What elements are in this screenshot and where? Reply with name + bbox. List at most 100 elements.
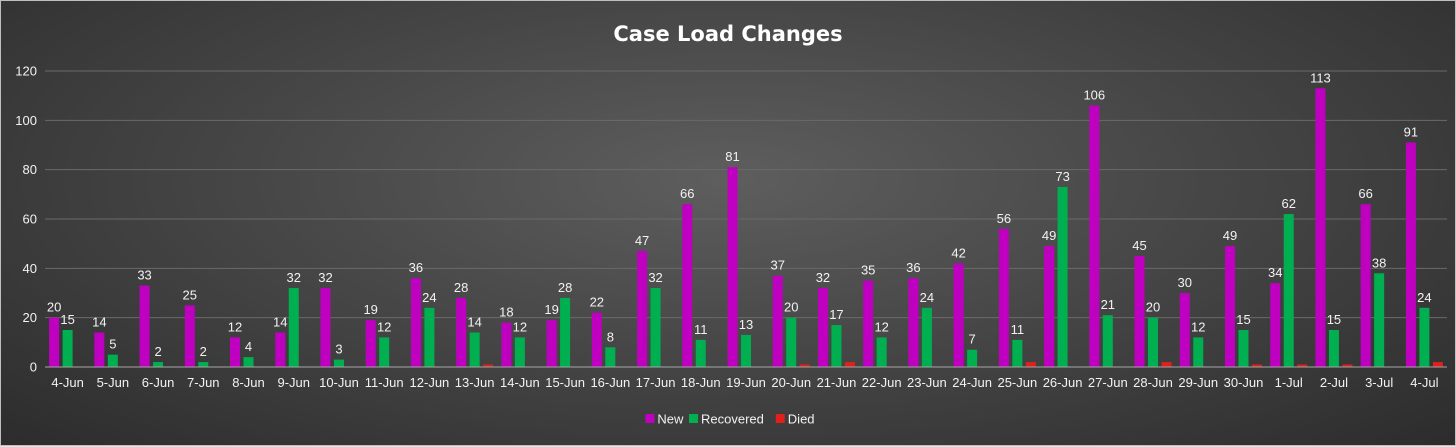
data-label-recovered-10-jun: 3 — [335, 342, 342, 357]
bar-died-30-jun — [1251, 364, 1262, 367]
data-label-new-17-jun: 47 — [635, 233, 649, 248]
data-label-recovered-22-jun: 12 — [874, 319, 888, 334]
x-tick-label: 22-Jun — [862, 375, 902, 390]
bar-recovered-29-jun — [1193, 337, 1204, 367]
x-tick-label: 2-Jul — [1320, 375, 1348, 390]
data-label-recovered-11-jun: 12 — [377, 319, 391, 334]
bar-died-28-jun — [1161, 362, 1172, 367]
data-label-new-21-jun: 32 — [816, 270, 830, 285]
data-label-recovered-26-jun: 73 — [1055, 169, 1069, 184]
bar-new-9-jun — [275, 332, 286, 367]
data-label-new-23-jun: 36 — [906, 260, 920, 275]
data-label-new-30-jun: 49 — [1223, 228, 1237, 243]
bar-new-27-jun — [1089, 105, 1100, 367]
bar-recovered-4-jun — [62, 330, 73, 367]
data-label-new-18-jun: 66 — [680, 186, 694, 201]
bar-recovered-22-jun — [876, 337, 887, 367]
x-tick-label: 4-Jun — [51, 375, 84, 390]
bar-recovered-17-jun — [650, 288, 661, 367]
bar-new-2-jul — [1315, 88, 1326, 368]
bar-died-13-jun — [483, 364, 494, 367]
bar-recovered-19-jun — [741, 334, 751, 367]
data-label-new-4-jul: 91 — [1404, 125, 1418, 140]
x-tick-label: 28-Jun — [1133, 375, 1173, 390]
bar-new-13-jun — [456, 297, 467, 367]
x-tick-label: 21-Jun — [817, 375, 857, 390]
data-label-recovered-25-jun: 11 — [1011, 322, 1025, 337]
x-tick-label: 12-Jun — [410, 375, 450, 390]
data-label-recovered-4-jun: 15 — [60, 312, 74, 327]
bar-recovered-5-jun — [107, 354, 118, 367]
bar-new-24-jun — [953, 263, 964, 367]
data-label-new-25-jun: 56 — [997, 211, 1011, 226]
data-label-new-1-jul: 34 — [1268, 265, 1282, 280]
data-label-new-15-jun: 19 — [544, 302, 558, 317]
bar-recovered-12-jun — [424, 307, 435, 367]
bar-new-29-jun — [1179, 293, 1190, 367]
x-tick-label: 8-Jun — [232, 375, 265, 390]
data-label-new-2-jul: 113 — [1310, 70, 1331, 85]
legend-label-died: Died — [788, 412, 815, 427]
y-tick-label: 40 — [23, 261, 37, 276]
x-tick-label: 29-Jun — [1178, 375, 1218, 390]
bar-died-4-jul — [1432, 362, 1443, 367]
data-label-recovered-3-jul: 38 — [1372, 255, 1386, 270]
bar-new-11-jun — [365, 320, 376, 367]
x-axis-tick-labels: 4-Jun 5-Jun 6-Jun 7-Jun 8-Jun 9-Jun 10-Jun 11-J… — [51, 375, 1438, 390]
bar-recovered-24-jun — [967, 349, 978, 367]
x-tick-label: 24-Jun — [952, 375, 992, 390]
data-label-new-29-jun: 30 — [1178, 275, 1192, 290]
y-tick-label: 20 — [23, 310, 37, 325]
data-label-new-24-jun: 42 — [951, 245, 965, 260]
bar-new-26-jun — [1044, 246, 1055, 367]
data-label-recovered-6-jun: 2 — [154, 344, 161, 359]
data-label-new-11-jun: 19 — [363, 302, 377, 317]
bar-new-28-jun — [1134, 256, 1145, 367]
data-label-recovered-27-jun: 21 — [1101, 297, 1115, 312]
y-tick-label: 0 — [30, 360, 37, 375]
x-tick-label: 9-Jun — [277, 375, 310, 390]
x-tick-label: 18-Jun — [681, 375, 721, 390]
gridlines — [45, 70, 1447, 319]
data-label-recovered-23-jun: 24 — [920, 290, 934, 305]
data-label-new-9-jun: 14 — [273, 314, 287, 329]
bar-recovered-21-jun — [831, 325, 842, 367]
data-label-new-22-jun: 35 — [861, 263, 875, 278]
bar-new-5-jun — [94, 332, 105, 367]
bar-new-22-jun — [863, 280, 874, 367]
data-label-recovered-17-jun: 32 — [648, 270, 662, 285]
data-label-recovered-19-jun: 13 — [739, 317, 753, 332]
x-tick-label: 19-Jun — [726, 375, 766, 390]
x-tick-label: 23-Jun — [907, 375, 947, 390]
bar-new-18-jun — [682, 204, 693, 367]
bar-new-12-jun — [410, 278, 421, 367]
bar-new-3-jul — [1360, 204, 1371, 367]
data-label-recovered-24-jun: 7 — [969, 332, 976, 347]
data-label-recovered-20-jun: 20 — [784, 300, 798, 315]
bar-recovered-13-jun — [469, 332, 480, 367]
data-label-recovered-21-jun: 17 — [829, 307, 843, 322]
legend-label-new: New — [657, 412, 684, 427]
data-label-recovered-8-jun: 4 — [245, 339, 252, 354]
bar-new-6-jun — [139, 285, 150, 367]
bar-new-16-jun — [591, 312, 602, 367]
x-tick-label: 4-Jul — [1410, 375, 1438, 390]
bar-new-20-jun — [772, 275, 783, 367]
bar-new-25-jun — [998, 228, 1009, 367]
data-label-new-26-jun: 49 — [1042, 228, 1056, 243]
data-label-new-3-jul: 66 — [1358, 186, 1372, 201]
data-label-recovered-12-jun: 24 — [422, 290, 436, 305]
bar-recovered-2-jul — [1328, 330, 1339, 367]
bar-recovered-27-jun — [1102, 315, 1113, 367]
data-label-recovered-15-jun: 28 — [558, 280, 572, 295]
data-label-recovered-9-jun: 32 — [287, 270, 301, 285]
data-label-new-8-jun: 12 — [228, 319, 242, 334]
data-label-recovered-28-jun: 20 — [1146, 300, 1160, 315]
bar-recovered-20-jun — [786, 317, 797, 367]
x-tick-label: 16-Jun — [590, 375, 630, 390]
data-label-new-16-jun: 22 — [590, 295, 604, 310]
bar-recovered-4-jul — [1419, 307, 1430, 367]
bar-recovered-15-jun — [560, 297, 571, 367]
y-tick-label: 60 — [23, 212, 37, 227]
data-label-recovered-4-jul: 24 — [1417, 290, 1431, 305]
